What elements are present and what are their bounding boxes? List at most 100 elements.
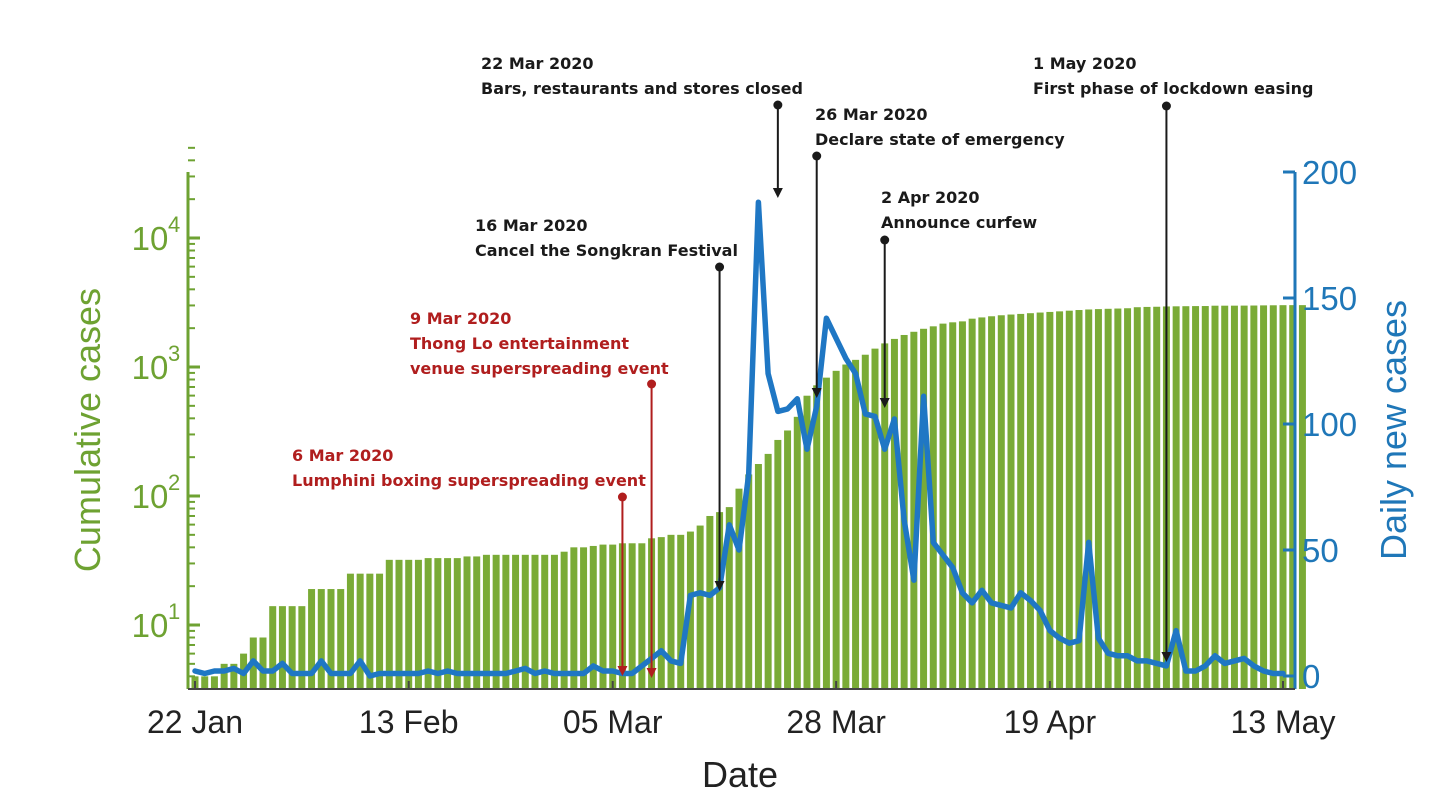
cumulative-bar <box>1104 308 1112 689</box>
cumulative-bar <box>871 348 879 689</box>
cumulative-bar <box>725 507 733 689</box>
annotations: 22 Mar 2020 Bars, restaurants and stores … <box>292 54 1313 678</box>
cumulative-bar <box>1124 308 1132 689</box>
cumulative-bar <box>463 556 471 689</box>
cumulative-bar <box>958 321 966 689</box>
cumulative-bar <box>376 573 384 689</box>
annotation-text: venue superspreading event <box>410 359 669 378</box>
cumulative-bar <box>1114 308 1122 689</box>
y-left-tick-exponent: 3 <box>168 341 180 366</box>
cumulative-bar <box>473 556 481 689</box>
cumulative-bar <box>580 547 588 689</box>
cumulative-bars <box>191 305 1306 689</box>
cumulative-bar <box>589 545 597 689</box>
cumulative-bar <box>1172 306 1180 689</box>
cumulative-bar <box>298 606 306 689</box>
cumulative-bar <box>570 547 578 689</box>
annotation-arrow-head <box>879 398 890 408</box>
cumulative-bar <box>861 354 869 689</box>
y-right-tick-label: 100 <box>1302 406 1357 443</box>
cumulative-bar <box>1250 305 1258 689</box>
annotation-text: Lumphini boxing superspreading event <box>292 471 646 490</box>
annotation: 9 Mar 2020 Thong Lo entertainment venue su… <box>410 309 669 678</box>
y-right-tick-label: 0 <box>1302 658 1320 695</box>
cumulative-bar <box>706 515 714 689</box>
cumulative-bar <box>1017 313 1025 689</box>
cumulative-bar <box>414 559 422 689</box>
y-right-tick-label: 50 <box>1302 532 1339 569</box>
cumulative-bar <box>745 474 753 689</box>
y-axis-left-label: Cumulative cases <box>67 288 108 572</box>
cumulative-bar <box>1279 305 1287 689</box>
cumulative-bar <box>1221 305 1229 689</box>
cumulative-bar <box>424 558 432 689</box>
cumulative-bar <box>317 589 325 689</box>
annotation-dot <box>773 100 783 110</box>
annotation-dot <box>715 262 725 272</box>
cumulative-bar <box>609 544 617 689</box>
cumulative-bar <box>1056 311 1064 689</box>
annotation: 16 Mar 2020 Cancel the Songkran Festival <box>475 216 738 591</box>
y-left-tick-label: 10 <box>132 349 169 386</box>
cumulative-bar <box>492 554 500 689</box>
cumulative-bar <box>638 543 646 689</box>
annotation-dot <box>617 492 627 502</box>
annotation-text: Thong Lo entertainment <box>410 334 629 353</box>
cumulative-bar <box>550 554 558 689</box>
cumulative-bar <box>405 559 413 689</box>
y-left-tick-exponent: 1 <box>168 599 180 624</box>
cumulative-bar <box>327 589 335 689</box>
cumulative-bar <box>735 488 743 689</box>
cumulative-bar <box>308 589 316 689</box>
cumulative-bar <box>201 676 209 689</box>
annotation-arrow-head <box>811 388 822 398</box>
annotation-dot <box>647 379 657 389</box>
cumulative-bar <box>1007 314 1015 689</box>
cumulative-bar <box>988 316 996 689</box>
cumulative-bar <box>997 315 1005 689</box>
x-tick-label: 28 Mar <box>786 704 886 740</box>
cumulative-bar <box>1085 309 1093 689</box>
cumulative-bar <box>1036 312 1044 689</box>
cumulative-bar <box>890 338 898 689</box>
cumulative-bar <box>1182 306 1190 689</box>
x-tick-label: 13 May <box>1231 704 1336 740</box>
cumulative-bar <box>599 544 607 689</box>
cumulative-bar <box>385 559 393 689</box>
cumulative-bar <box>453 558 461 689</box>
annotation-text: Bars, restaurants and stores closed <box>481 79 803 98</box>
annotation-date: 16 Mar 2020 <box>475 216 588 235</box>
cumulative-bar <box>793 416 801 689</box>
cumulative-bar <box>1230 305 1238 689</box>
cumulative-bar <box>541 554 549 689</box>
y-axis-right-label: Daily new cases <box>1373 300 1414 560</box>
cumulative-bar <box>560 551 568 689</box>
cumulative-bar <box>337 589 345 689</box>
annotation: 26 Mar 2020 Declare state of emergency <box>811 105 1065 398</box>
cumulative-bar <box>803 395 811 689</box>
cumulative-bar <box>531 554 539 689</box>
annotation-date: 6 Mar 2020 <box>292 446 393 465</box>
y-right-tick-label: 150 <box>1302 280 1357 317</box>
cumulative-bar <box>754 464 762 689</box>
annotation-arrow-head <box>646 668 657 678</box>
cumulative-bar <box>939 323 947 689</box>
cumulative-bar <box>852 359 860 689</box>
cumulative-bar <box>764 453 772 689</box>
annotation-date: 9 Mar 2020 <box>410 309 511 328</box>
cumulative-bar <box>657 537 665 689</box>
cumulative-bar <box>910 331 918 689</box>
cumulative-bar <box>1298 305 1306 689</box>
cumulative-bar <box>1211 305 1219 689</box>
annotation-arrow-head <box>714 581 725 591</box>
annotation-text: Cancel the Songkran Festival <box>475 241 738 260</box>
daily-new-cases-line <box>192 199 1286 679</box>
annotation-arrow-head <box>617 666 628 676</box>
cumulative-bar <box>434 558 442 689</box>
annotation: 6 Mar 2020 Lumphini boxing superspreading… <box>292 446 646 676</box>
annotation-text: First phase of lockdown easing <box>1033 79 1313 98</box>
cumulative-bar <box>920 328 928 689</box>
cumulative-bar <box>512 554 520 689</box>
